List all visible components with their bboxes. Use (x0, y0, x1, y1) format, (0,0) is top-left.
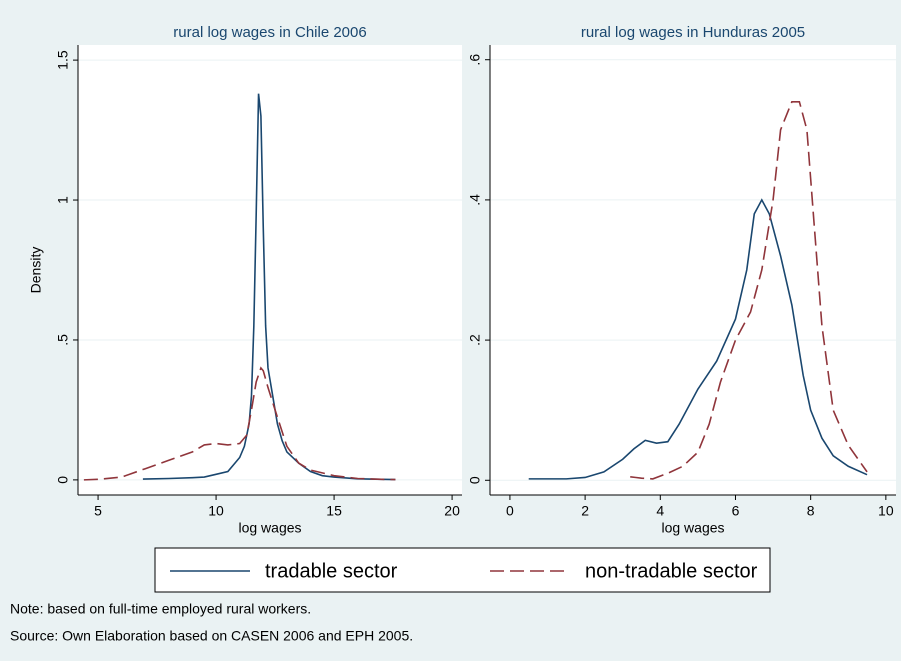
x-tick-label: 6 (732, 503, 740, 519)
legend-box (154, 547, 771, 593)
x-tick-label: 10 (208, 503, 224, 519)
y-tick-label: 0 (55, 476, 71, 484)
plot-area (78, 45, 462, 495)
y-tick-label: .4 (467, 194, 483, 206)
y-tick-label: .2 (467, 334, 483, 346)
y-tick-label: 1.5 (55, 50, 71, 70)
legend-label: non-tradable sector (585, 560, 758, 582)
x-tick-label: 20 (444, 503, 460, 519)
legend-label: tradable sector (265, 560, 398, 582)
y-tick-label: .6 (467, 54, 483, 66)
source: Source: Own Elaboration based on CASEN 2… (10, 628, 413, 644)
x-tick-label: 4 (656, 503, 664, 519)
x-tick-label: 0 (506, 503, 514, 519)
plot-area (490, 45, 896, 495)
density-line (142, 93, 396, 481)
density-line (83, 366, 396, 481)
chart-title: rural log wages in Hunduras 2005 (581, 24, 805, 41)
y-tick-label: .5 (55, 334, 71, 346)
x-tick-label: 15 (326, 503, 342, 519)
x-tick-label: 2 (581, 503, 589, 519)
y-tick-label: 0 (467, 476, 483, 484)
x-tick-label: 10 (878, 503, 894, 519)
density-line (630, 100, 868, 480)
note: Note: based on full-time employed rural … (10, 601, 311, 617)
x-tick-label: 8 (807, 503, 815, 519)
x-tick-label: 5 (94, 503, 102, 519)
density-line (528, 198, 868, 480)
y-axis-label: Density (28, 247, 44, 294)
x-axis-label: log wages (661, 520, 724, 536)
y-tick-label: 1 (55, 196, 71, 204)
x-axis-label: log wages (238, 520, 301, 536)
chart-title: rural log wages in Chile 2006 (173, 24, 366, 41)
